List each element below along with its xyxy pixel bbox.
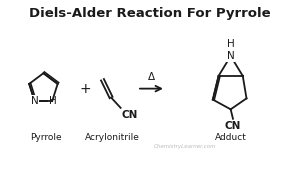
Text: CN: CN: [225, 121, 241, 131]
Text: Diels-Alder Reaction For Pyrrole: Diels-Alder Reaction For Pyrrole: [29, 7, 271, 20]
Text: Acrylonitrile: Acrylonitrile: [85, 133, 140, 142]
Text: +: +: [80, 82, 91, 96]
Text: Pyrrole: Pyrrole: [31, 133, 62, 142]
Text: H: H: [49, 96, 57, 106]
Text: N: N: [31, 96, 38, 106]
Text: N: N: [227, 51, 235, 61]
Text: Δ: Δ: [148, 72, 155, 82]
Text: ChemistryLearner.com: ChemistryLearner.com: [153, 144, 216, 149]
Text: Adduct: Adduct: [215, 133, 247, 142]
Text: H: H: [227, 39, 235, 49]
Text: CN: CN: [122, 110, 138, 120]
